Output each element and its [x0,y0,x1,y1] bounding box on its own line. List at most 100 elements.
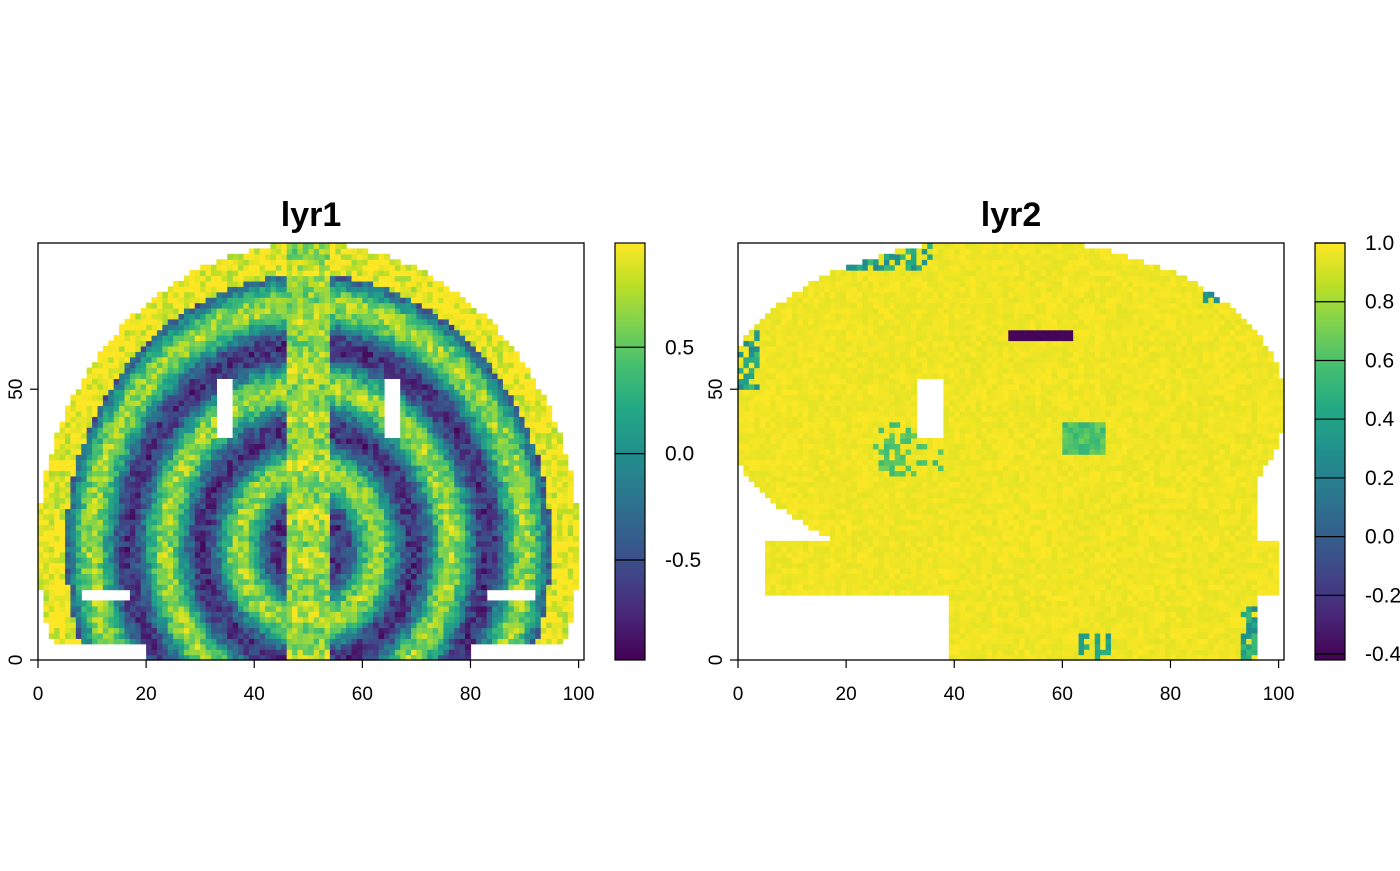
raster-cell [513,573,520,580]
raster-cell [146,546,153,553]
raster-cell [86,551,93,558]
raster-cell [405,605,412,612]
raster-cell [335,383,342,390]
raster-cell [65,622,72,629]
raster-cell [573,578,580,585]
raster-cell [270,600,277,607]
raster-cell [302,378,309,385]
raster-cell [319,546,326,553]
raster-cell [405,405,412,412]
raster-cell [200,421,207,428]
raster-cell [162,372,169,379]
raster-cell [135,562,142,569]
raster-cell [340,459,347,466]
raster-cell [54,432,61,439]
raster-cell [281,475,288,482]
raster-cell [356,383,363,390]
raster-cell [151,470,158,477]
raster-cell [383,616,390,623]
raster-cell [411,437,418,444]
raster-cell [232,427,239,434]
raster-cell [513,632,520,639]
raster-cell [232,416,239,423]
raster-cell [508,632,515,639]
raster-cell [389,481,396,488]
raster-cell [232,530,239,537]
raster-cell [302,416,309,423]
raster-cell [210,475,217,482]
raster-cell [427,502,434,509]
raster-cell [546,486,553,493]
raster-cell [470,605,477,612]
raster-cell [151,475,158,482]
raster-cell [427,643,434,650]
raster-cell [108,530,115,537]
raster-cell [238,383,245,390]
raster-cell [292,410,299,417]
raster-cell [97,605,104,612]
raster-cell [492,524,499,531]
raster-cell [486,421,493,428]
raster-cell [373,367,380,374]
raster-cell [140,394,147,401]
raster-cell [324,540,331,547]
raster-cell [102,427,109,434]
raster-cell [189,383,196,390]
raster-cell [438,443,445,450]
raster-cell [124,459,131,466]
raster-cell [529,454,536,461]
raster-cell [492,378,499,385]
raster-cell [443,465,450,472]
raster-cell [486,367,493,374]
raster-cell [265,524,272,531]
raster-cell [140,578,147,585]
raster-cell [275,611,282,618]
raster-cell [135,519,142,526]
raster-cell [346,584,353,591]
raster-cell [232,454,239,461]
raster-cell [70,578,77,585]
raster-cell [43,502,50,509]
raster-cell [411,410,418,417]
raster-cell [86,421,93,428]
raster-cell [519,546,526,553]
raster-cell [129,638,136,645]
raster-cell [254,627,261,634]
raster-cell [416,448,423,455]
raster-cell [221,530,228,537]
raster-cell [346,622,353,629]
raster-cell [92,557,99,564]
raster-cell [70,432,77,439]
raster-cell [248,584,255,591]
raster-cell [324,400,331,407]
raster-cell [329,437,336,444]
raster-cell [173,443,180,450]
raster-cell [97,573,104,580]
raster-cell [362,643,369,650]
raster-cell [411,595,418,602]
raster-cell [475,530,482,537]
raster-cell [308,649,315,656]
raster-cell [400,448,407,455]
raster-cell [470,443,477,450]
raster-cell [113,470,120,477]
raster-cell [438,595,445,602]
raster-cell [270,465,277,472]
raster-cell [173,378,180,385]
raster-cell [551,502,558,509]
raster-cell [481,584,488,591]
raster-cell [465,530,472,537]
raster-cell [459,427,466,434]
raster-cell [329,524,336,531]
raster-cell [232,475,239,482]
raster-cell [292,513,299,520]
raster-cell [529,551,536,558]
raster-cell [275,573,282,580]
raster-cell [119,443,126,450]
raster-cell [367,410,374,417]
raster-cell [178,372,185,379]
raster-cell [524,454,531,461]
raster-cell [173,481,180,488]
raster-cell [513,475,520,482]
raster-cell [529,389,536,396]
